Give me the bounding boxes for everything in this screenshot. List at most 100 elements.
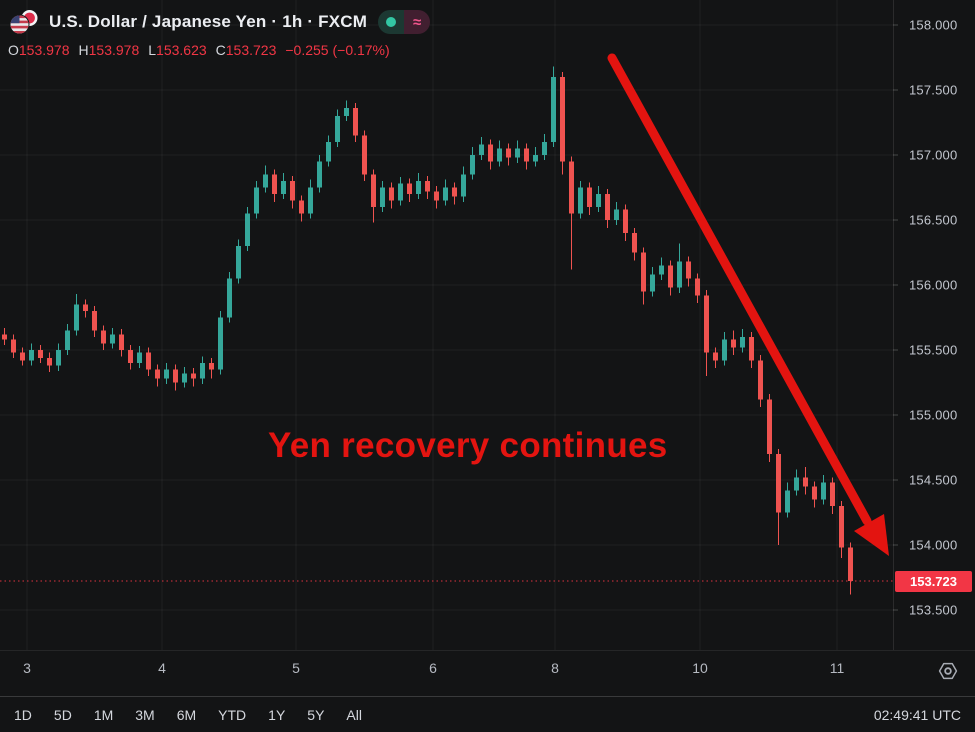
time-scale[interactable]: 3 4 5 6 8 10 11 [0,650,975,697]
price-tick-label: 156.000 [909,277,958,293]
price-scale[interactable]: 153.723 158.000 157.500 157.000 156.500 156.… [893,0,975,650]
candle [659,265,664,275]
range-button-3m[interactable]: 3M [135,704,154,726]
symbol-title[interactable]: U.S. Dollar / Japanese Yen · 1h · FXCM [49,12,368,31]
delayed-data-indicator: ≈ [404,10,431,34]
high-label: H [78,42,89,58]
candle [173,369,178,383]
candle [830,482,835,506]
candle [551,77,556,142]
candle [434,191,439,201]
candle [263,174,268,188]
time-tick-label: 10 [692,660,708,676]
candle [740,337,745,348]
range-button-ytd[interactable]: YTD [218,704,246,726]
candle [704,295,709,353]
candle [533,155,538,162]
candle [632,233,637,253]
price-tick-label: 155.000 [909,407,958,423]
time-tick-label: 3 [23,660,31,676]
time-tick-label: 6 [429,660,437,676]
candle [362,135,367,175]
candle [677,261,682,288]
candle [731,339,736,348]
range-button-1d[interactable]: 1D [14,704,32,726]
candle [110,334,115,344]
candle [443,187,448,201]
chart-canvas[interactable] [0,0,975,650]
candle [407,183,412,194]
range-button-5y[interactable]: 5Y [307,704,324,726]
candle [326,142,331,162]
annotation-text: Yen recovery continues [268,426,668,465]
candle [191,373,196,379]
chart-header: U.S. Dollar / Japanese Yen · 1h · FXCM ≈… [8,8,431,58]
candle [812,486,817,500]
candle [794,477,799,491]
price-tick-label: 153.500 [909,602,958,618]
range-toolbar: 1D 5D 1M 3M 6M YTD 1Y 5Y All 02:49:41 UTC [0,698,975,732]
candle [371,174,376,207]
candle [200,363,205,379]
range-button-1m[interactable]: 1M [94,704,113,726]
candle [299,200,304,214]
candle [137,352,142,363]
range-button-6m[interactable]: 6M [177,704,196,726]
time-tick-label: 5 [292,660,300,676]
candle [254,187,259,214]
candle [281,181,286,194]
price-tick-label: 157.500 [909,82,958,98]
candle [56,350,61,366]
candle [38,350,43,358]
candle [398,183,403,201]
approx-icon: ≈ [412,13,422,31]
candle [605,194,610,220]
candle [425,181,430,192]
time-tick-label: 4 [158,660,166,676]
range-button-5d[interactable]: 5D [54,704,72,726]
candle [623,209,628,233]
candle [596,194,601,207]
candle [20,352,25,361]
candle [470,155,475,175]
change-value: −0.255 (−0.17%) [285,42,390,58]
candle [749,337,754,361]
candle [101,330,106,344]
candle [515,148,520,158]
clock-timezone-button[interactable]: 02:49:41 UTC [873,707,961,723]
candle [650,274,655,292]
range-buttons: 1D 5D 1M 3M 6M YTD 1Y 5Y All [14,704,384,726]
candle [182,373,187,383]
candle [227,278,232,318]
candle [218,317,223,370]
chart-region: U.S. Dollar / Japanese Yen · 1h · FXCM ≈… [0,0,975,650]
chart-settings-button[interactable] [934,657,962,685]
candle [785,490,790,513]
candle [641,252,646,292]
candle [290,181,295,201]
open-value: 153.978 [18,42,70,58]
candle [686,261,691,279]
range-button-1y[interactable]: 1Y [268,704,285,726]
time-tick-label: 8 [551,660,559,676]
candle [668,265,673,288]
candle [65,330,70,350]
candle [776,454,781,513]
candle [488,144,493,162]
low-label: L [148,42,157,58]
candle [155,369,160,379]
market-status-toggle[interactable]: ≈ [378,10,431,34]
candle [83,304,88,311]
candle [416,181,421,194]
us-flag-icon [9,14,30,35]
price-tick-label: 154.000 [909,537,958,553]
price-tick-label: 154.500 [909,472,958,488]
candle [353,108,358,136]
price-tick-label: 155.500 [909,342,958,358]
candle [848,547,853,582]
price-tick-label: 158.000 [909,17,958,33]
range-button-all[interactable]: All [346,704,362,726]
candle [821,482,826,500]
candle [11,339,16,353]
